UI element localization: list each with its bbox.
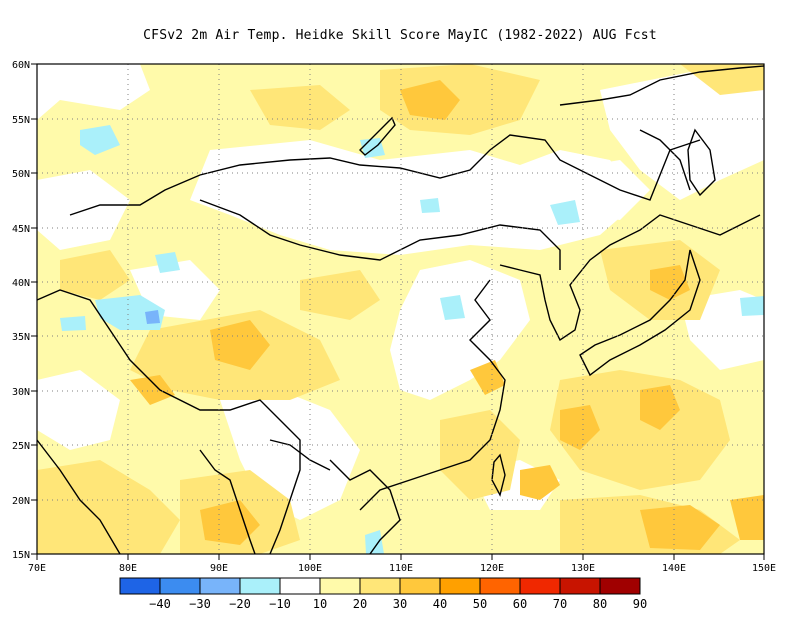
x-tick-label: 120E	[480, 563, 504, 574]
y-tick-label: 60N	[12, 60, 30, 71]
colorbar-swatch	[239, 577, 281, 595]
colorbar-label: 60	[513, 597, 527, 611]
strong-negative-areas	[145, 310, 160, 324]
colorbar-label: −10	[269, 597, 291, 611]
colorbar-label: 70	[553, 597, 567, 611]
colorbar-swatch	[119, 577, 161, 595]
colorbar-swatch	[519, 577, 561, 595]
colorbar-swatch	[399, 577, 441, 595]
colorbar-label: 90	[633, 597, 647, 611]
colorbar-label: −40	[149, 597, 171, 611]
colorbar-swatch	[159, 577, 201, 595]
tick-marks	[31, 63, 765, 560]
x-tick-label: 130E	[571, 563, 595, 574]
y-tick-label: 40N	[12, 278, 30, 289]
colorbar-swatch	[599, 577, 641, 595]
y-tick-label: 30N	[12, 387, 30, 398]
x-tick-label: 80E	[119, 563, 137, 574]
y-tick-label: 35N	[12, 332, 30, 343]
y-tick-label: 50N	[12, 169, 30, 180]
y-tick-label: 15N	[12, 550, 30, 561]
higher-skill-areas	[130, 80, 764, 550]
colorbar-label: 30	[393, 597, 407, 611]
colorbar-label: −20	[229, 597, 251, 611]
y-axis-labels: 15N 20N 25N 30N 35N 40N 45N 50N 55N 60N	[12, 60, 30, 561]
y-tick-label: 45N	[12, 224, 30, 235]
x-tick-label: 140E	[662, 563, 686, 574]
x-axis-labels: 70E 80E 90E 100E 110E 120E 130E 140E 150…	[28, 563, 776, 574]
colorbar-label: 50	[473, 597, 487, 611]
y-tick-label: 25N	[12, 441, 30, 452]
colorbar-label: 20	[353, 597, 367, 611]
x-tick-label: 90E	[210, 563, 228, 574]
colorbar: −40 −30 −20 −10 10 20 30 40 50 60 70 80 90	[119, 577, 647, 611]
colorbar-swatch	[479, 577, 521, 595]
chart-title: CFSv2 2m Air Temp. Heidke Skill Score Ma…	[143, 28, 657, 43]
colorbar-swatch	[439, 577, 481, 595]
x-tick-label: 70E	[28, 563, 46, 574]
colorbar-label: 40	[433, 597, 447, 611]
negative-skill-areas	[60, 125, 764, 554]
colorbar-label: −30	[189, 597, 211, 611]
colorbar-swatch	[319, 577, 361, 595]
x-tick-label: 110E	[389, 563, 413, 574]
colorbar-swatch	[279, 577, 321, 595]
colorbar-label: 10	[313, 597, 327, 611]
grid-lines	[37, 64, 764, 554]
x-tick-label: 100E	[298, 563, 322, 574]
colorbar-label: 80	[593, 597, 607, 611]
colorbar-swatch	[199, 577, 241, 595]
colorbar-swatch	[559, 577, 601, 595]
colorbar-swatch	[359, 577, 401, 595]
coastlines	[37, 65, 764, 554]
y-tick-label: 55N	[12, 115, 30, 126]
x-tick-label: 150E	[752, 563, 776, 574]
y-tick-label: 20N	[12, 496, 30, 507]
